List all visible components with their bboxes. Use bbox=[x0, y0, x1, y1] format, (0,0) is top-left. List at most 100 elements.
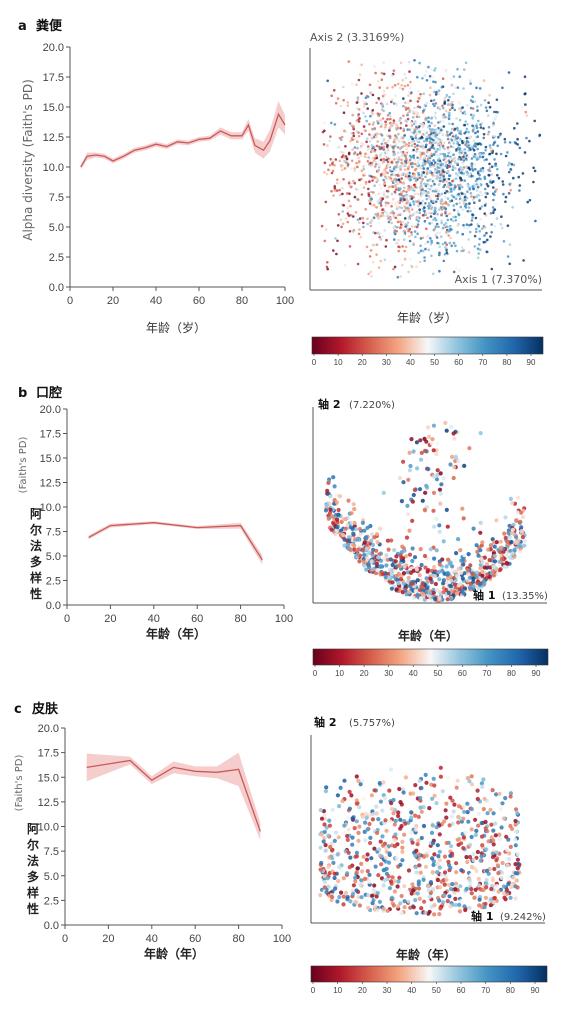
panel-a-point bbox=[439, 238, 442, 241]
panel-a-point bbox=[394, 173, 398, 177]
panel-a-point bbox=[419, 181, 423, 185]
panel-c-point bbox=[499, 875, 504, 881]
panel-a-point bbox=[446, 218, 450, 222]
panel-a-point bbox=[446, 134, 450, 137]
panel-c-point bbox=[488, 807, 493, 813]
panel-a-point bbox=[411, 137, 415, 141]
panel-b-point bbox=[406, 512, 411, 517]
panel-a-point bbox=[451, 83, 454, 87]
panel-a-point bbox=[432, 228, 436, 232]
panel-b-point bbox=[476, 586, 481, 591]
panel-c-point bbox=[370, 901, 375, 906]
panel-a-point bbox=[503, 137, 507, 141]
panel-c-point bbox=[431, 776, 436, 781]
panel-c-xtick-label: 100 bbox=[273, 933, 291, 945]
panel-c-point bbox=[479, 854, 484, 859]
panel-a-point bbox=[376, 115, 379, 118]
panel-c-point bbox=[411, 888, 416, 893]
panel-a-point bbox=[470, 219, 474, 222]
panel-c-point bbox=[354, 850, 359, 856]
panel-a-point bbox=[432, 153, 436, 156]
panel-a-point bbox=[420, 145, 423, 148]
panel-a-point bbox=[420, 174, 423, 178]
panel-a-point bbox=[371, 156, 374, 160]
panel-a-colorbar-bar bbox=[311, 336, 544, 355]
panel-a-point bbox=[463, 110, 466, 114]
panel-a-point bbox=[425, 227, 428, 231]
panel-a-point bbox=[416, 192, 420, 196]
panel-a-point bbox=[360, 145, 364, 149]
panel-a-point bbox=[412, 203, 416, 206]
panel-a-point bbox=[378, 162, 382, 166]
panel-a-point bbox=[386, 118, 389, 121]
panel-a-point bbox=[432, 159, 435, 162]
panel-a-point bbox=[448, 108, 452, 111]
panel-a-point bbox=[433, 161, 437, 164]
panel-b-point bbox=[426, 568, 431, 573]
panel-a-point bbox=[373, 156, 376, 160]
panel-a-point bbox=[394, 123, 397, 126]
panel-a-point bbox=[452, 142, 456, 145]
panel-a-point bbox=[459, 205, 463, 209]
panel-a-point bbox=[371, 93, 375, 97]
panel-a-point bbox=[485, 182, 489, 186]
panel-b-point bbox=[348, 548, 353, 553]
panel-a-point bbox=[377, 266, 381, 269]
panel-b-point bbox=[362, 563, 367, 568]
panel-a-point bbox=[470, 164, 474, 168]
panel-c-point bbox=[389, 801, 394, 806]
panel-b-point bbox=[372, 535, 377, 540]
panel-a-point bbox=[480, 193, 484, 197]
panel-a-point bbox=[428, 156, 432, 160]
panel-a-point bbox=[407, 229, 410, 233]
panel-c-point bbox=[417, 863, 422, 868]
panel-a-point bbox=[452, 195, 456, 199]
panel-b-point bbox=[435, 441, 440, 446]
panel-c-point bbox=[400, 858, 405, 863]
panel-a-point bbox=[437, 89, 441, 92]
panel-b-point bbox=[505, 539, 510, 545]
panel-c-point bbox=[394, 856, 399, 861]
panel-a-point bbox=[441, 226, 445, 230]
panel-a-point bbox=[370, 149, 374, 152]
panel-a-point bbox=[409, 99, 412, 103]
panel-b-xtick-label: 60 bbox=[191, 613, 203, 625]
panel-a-point bbox=[447, 203, 451, 207]
panel-a-point bbox=[370, 275, 373, 278]
panel-a-point bbox=[424, 184, 428, 188]
panel-b-point bbox=[443, 420, 448, 425]
panel-a-point bbox=[356, 153, 359, 156]
panel-a-point bbox=[406, 84, 410, 87]
panel-a-point bbox=[400, 191, 403, 194]
panel-a-point bbox=[427, 171, 430, 175]
panel-c-point bbox=[419, 785, 424, 791]
panel-a-point bbox=[506, 151, 509, 154]
panel-a-point bbox=[397, 187, 400, 190]
panel-a-point bbox=[394, 177, 397, 181]
panel-c-point bbox=[346, 827, 351, 832]
panel-a-point bbox=[476, 157, 480, 161]
panel-a-point bbox=[469, 113, 473, 117]
panel-a-point bbox=[399, 164, 403, 168]
panel-c-point bbox=[424, 780, 429, 785]
panel-b-point bbox=[334, 528, 339, 533]
panel-a-point bbox=[465, 173, 469, 176]
panel-a-point bbox=[333, 164, 336, 167]
panel-c-point bbox=[330, 807, 335, 812]
panel-a-point bbox=[490, 267, 494, 271]
panel-c-ylabel-en: (Faith's PD) bbox=[14, 755, 25, 812]
panel-a-point bbox=[386, 144, 389, 148]
panel-a-point bbox=[444, 161, 448, 164]
panel-a-point bbox=[450, 190, 453, 193]
panel-a-point bbox=[435, 138, 438, 141]
panel-a-point bbox=[353, 181, 357, 185]
panel-a-point bbox=[394, 185, 398, 189]
panel-b-point bbox=[437, 577, 442, 582]
panel-a-point bbox=[443, 191, 447, 195]
panel-c-point bbox=[341, 902, 346, 907]
panel-c-point bbox=[362, 876, 367, 882]
panel-a-point bbox=[463, 198, 467, 202]
panel-a-point bbox=[341, 210, 345, 213]
panel-a-point bbox=[434, 80, 437, 84]
panel-a-ytick-label: 10.0 bbox=[43, 162, 64, 174]
